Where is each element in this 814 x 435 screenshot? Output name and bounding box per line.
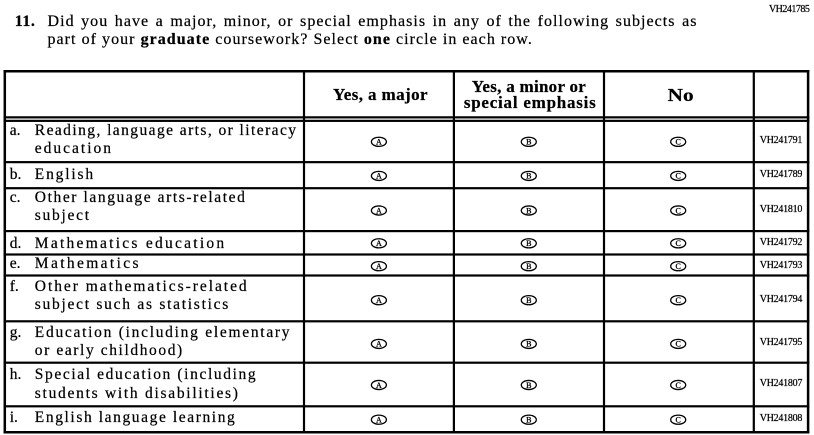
svg-text:A: A <box>376 206 382 215</box>
svg-text:A: A <box>376 416 382 425</box>
svg-text:A: A <box>376 262 382 271</box>
svg-text:B: B <box>526 340 531 349</box>
svg-text:A: A <box>376 340 382 349</box>
svg-text:C: C <box>676 172 681 181</box>
svg-text:A: A <box>376 381 382 390</box>
svg-text:B: B <box>526 172 531 181</box>
svg-text:A: A <box>376 239 382 248</box>
svg-text:A: A <box>376 296 382 305</box>
svg-text:A: A <box>376 172 382 181</box>
svg-text:C: C <box>676 296 681 305</box>
svg-text:C: C <box>676 239 681 248</box>
svg-text:C: C <box>676 262 681 271</box>
svg-text:A: A <box>376 138 382 147</box>
svg-text:B: B <box>526 138 531 147</box>
svg-text:B: B <box>526 239 531 248</box>
svg-text:B: B <box>526 262 531 271</box>
svg-text:B: B <box>526 416 531 425</box>
svg-text:C: C <box>676 416 681 425</box>
svg-text:C: C <box>676 381 681 390</box>
svg-text:C: C <box>676 340 681 349</box>
svg-text:C: C <box>676 138 681 147</box>
svg-text:C: C <box>676 206 681 215</box>
svg-text:B: B <box>526 296 531 305</box>
svg-text:B: B <box>526 206 531 215</box>
svg-text:B: B <box>526 381 531 390</box>
